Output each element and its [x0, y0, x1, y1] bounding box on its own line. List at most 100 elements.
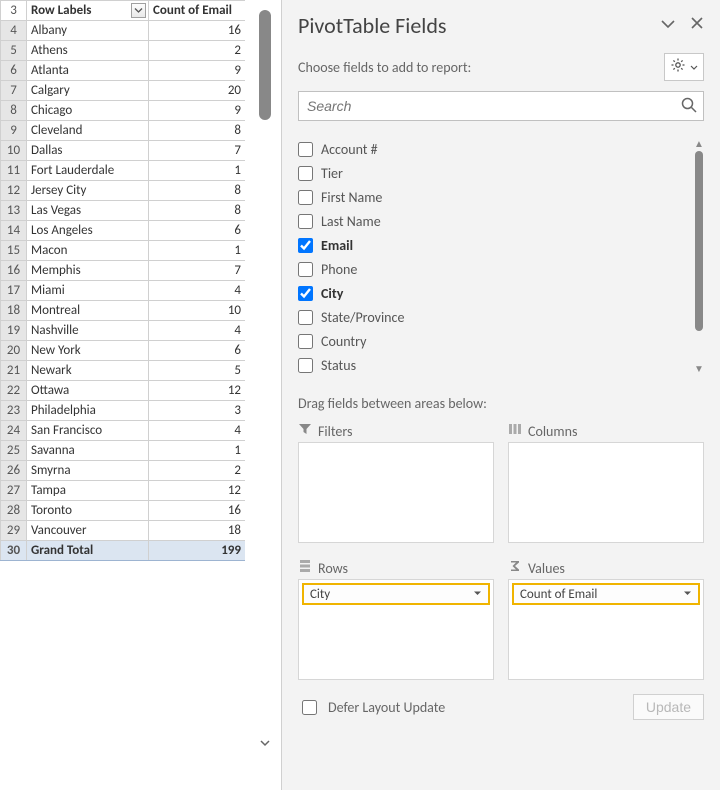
- pivot-row-value[interactable]: 10: [149, 301, 246, 321]
- field-checkbox[interactable]: [298, 214, 313, 229]
- update-button[interactable]: Update: [633, 694, 704, 720]
- defer-checkbox-input[interactable]: [302, 700, 317, 715]
- field-item[interactable]: State/Province: [298, 305, 692, 329]
- area-columns[interactable]: Columns: [508, 420, 704, 543]
- field-search-input[interactable]: [298, 91, 704, 121]
- grand-total-label[interactable]: Grand Total: [27, 541, 149, 561]
- area-filters[interactable]: Filters: [298, 420, 494, 543]
- row-number[interactable]: 6: [1, 61, 27, 81]
- pivot-row-value[interactable]: 4: [149, 281, 246, 301]
- chip-dropdown-icon[interactable]: [683, 587, 692, 602]
- field-item[interactable]: Phone: [298, 257, 692, 281]
- pivot-row-label[interactable]: Smyrna: [27, 461, 149, 481]
- pivot-row-label[interactable]: Macon: [27, 241, 149, 261]
- area-field-chip[interactable]: City: [302, 583, 490, 605]
- row-number[interactable]: 18: [1, 301, 27, 321]
- pivot-row-value[interactable]: 6: [149, 341, 246, 361]
- chip-dropdown-icon[interactable]: [473, 587, 482, 602]
- pivot-row-label[interactable]: Ottawa: [27, 381, 149, 401]
- scrollbar-down-icon[interactable]: [258, 736, 272, 750]
- field-checkbox[interactable]: [298, 286, 313, 301]
- field-scroll-thumb[interactable]: [695, 151, 703, 331]
- close-icon[interactable]: [690, 16, 704, 36]
- row-number[interactable]: 30: [1, 541, 27, 561]
- field-list-options-button[interactable]: [664, 53, 704, 81]
- field-checkbox[interactable]: [298, 310, 313, 325]
- row-number[interactable]: 8: [1, 101, 27, 121]
- scroll-down-icon[interactable]: ▼: [694, 362, 704, 375]
- pivot-grid[interactable]: 3Row LabelsCount of Email4Albany165Athen…: [0, 0, 245, 790]
- row-number[interactable]: 17: [1, 281, 27, 301]
- scroll-up-icon[interactable]: ▲: [694, 137, 704, 150]
- columns-dropzone[interactable]: [508, 442, 704, 543]
- row-number[interactable]: 11: [1, 161, 27, 181]
- pivot-row-label[interactable]: New York: [27, 341, 149, 361]
- field-item[interactable]: City: [298, 281, 692, 305]
- area-rows[interactable]: Rows City: [298, 557, 494, 680]
- values-dropzone[interactable]: Count of Email: [508, 579, 704, 680]
- row-number[interactable]: 27: [1, 481, 27, 501]
- row-number[interactable]: 9: [1, 121, 27, 141]
- row-number[interactable]: 29: [1, 521, 27, 541]
- pivot-row-label[interactable]: Dallas: [27, 141, 149, 161]
- pivot-row-label[interactable]: Las Vegas: [27, 201, 149, 221]
- field-item[interactable]: Status: [298, 353, 692, 377]
- filters-dropzone[interactable]: [298, 442, 494, 543]
- pivot-row-label[interactable]: Atlanta: [27, 61, 149, 81]
- pivot-row-label[interactable]: San Francisco: [27, 421, 149, 441]
- area-field-chip[interactable]: Count of Email: [512, 583, 700, 605]
- pivot-row-label[interactable]: Toronto: [27, 501, 149, 521]
- search-icon[interactable]: [680, 96, 698, 118]
- pivot-row-label[interactable]: Memphis: [27, 261, 149, 281]
- pivot-row-value[interactable]: 4: [149, 321, 246, 341]
- collapse-icon[interactable]: [660, 16, 676, 36]
- field-item[interactable]: Last Name: [298, 209, 692, 233]
- field-item[interactable]: Tier: [298, 161, 692, 185]
- row-number[interactable]: 7: [1, 81, 27, 101]
- pivot-row-labels-header[interactable]: Row Labels: [27, 1, 149, 21]
- field-item[interactable]: First Name: [298, 185, 692, 209]
- field-item[interactable]: Account #: [298, 137, 692, 161]
- row-number[interactable]: 19: [1, 321, 27, 341]
- pivot-row-label[interactable]: Philadelphia: [27, 401, 149, 421]
- pivot-row-value[interactable]: 2: [149, 461, 246, 481]
- row-number[interactable]: 21: [1, 361, 27, 381]
- pivot-row-label[interactable]: Jersey City: [27, 181, 149, 201]
- field-list-scrollbar[interactable]: ▲ ▼: [694, 137, 704, 375]
- grand-total-value[interactable]: 199: [149, 541, 246, 561]
- field-checkbox[interactable]: [298, 166, 313, 181]
- pivot-row-label[interactable]: Chicago: [27, 101, 149, 121]
- pivot-row-label[interactable]: Newark: [27, 361, 149, 381]
- pivot-row-value[interactable]: 8: [149, 201, 246, 221]
- pivot-row-value[interactable]: 7: [149, 141, 246, 161]
- pivot-row-label[interactable]: Savanna: [27, 441, 149, 461]
- pivot-row-value[interactable]: 8: [149, 181, 246, 201]
- pivot-row-value[interactable]: 4: [149, 421, 246, 441]
- pivot-row-value[interactable]: 16: [149, 21, 246, 41]
- pivot-row-value[interactable]: 16: [149, 501, 246, 521]
- scrollbar-thumb[interactable]: [259, 10, 271, 120]
- pivot-row-value[interactable]: 2: [149, 41, 246, 61]
- row-labels-filter-button[interactable]: [131, 3, 146, 18]
- pivot-row-value[interactable]: 20: [149, 81, 246, 101]
- pivot-row-label[interactable]: Vancouver: [27, 521, 149, 541]
- rows-dropzone[interactable]: City: [298, 579, 494, 680]
- defer-layout-checkbox[interactable]: Defer Layout Update: [298, 697, 445, 718]
- pivot-row-label[interactable]: Tampa: [27, 481, 149, 501]
- field-checkbox[interactable]: [298, 334, 313, 349]
- field-checkbox[interactable]: [298, 358, 313, 373]
- row-number[interactable]: 23: [1, 401, 27, 421]
- pivot-row-label[interactable]: Albany: [27, 21, 149, 41]
- row-number[interactable]: 24: [1, 421, 27, 441]
- pivot-row-label[interactable]: Calgary: [27, 81, 149, 101]
- pivot-row-label[interactable]: Fort Lauderdale: [27, 161, 149, 181]
- pivot-row-value[interactable]: 6: [149, 221, 246, 241]
- pivot-row-value[interactable]: 18: [149, 521, 246, 541]
- pivot-row-value[interactable]: 1: [149, 441, 246, 461]
- row-number[interactable]: 20: [1, 341, 27, 361]
- row-number[interactable]: 10: [1, 141, 27, 161]
- pivot-count-header[interactable]: Count of Email: [149, 1, 246, 21]
- row-number[interactable]: 16: [1, 261, 27, 281]
- pivot-row-value[interactable]: 12: [149, 481, 246, 501]
- pivot-row-value[interactable]: 1: [149, 241, 246, 261]
